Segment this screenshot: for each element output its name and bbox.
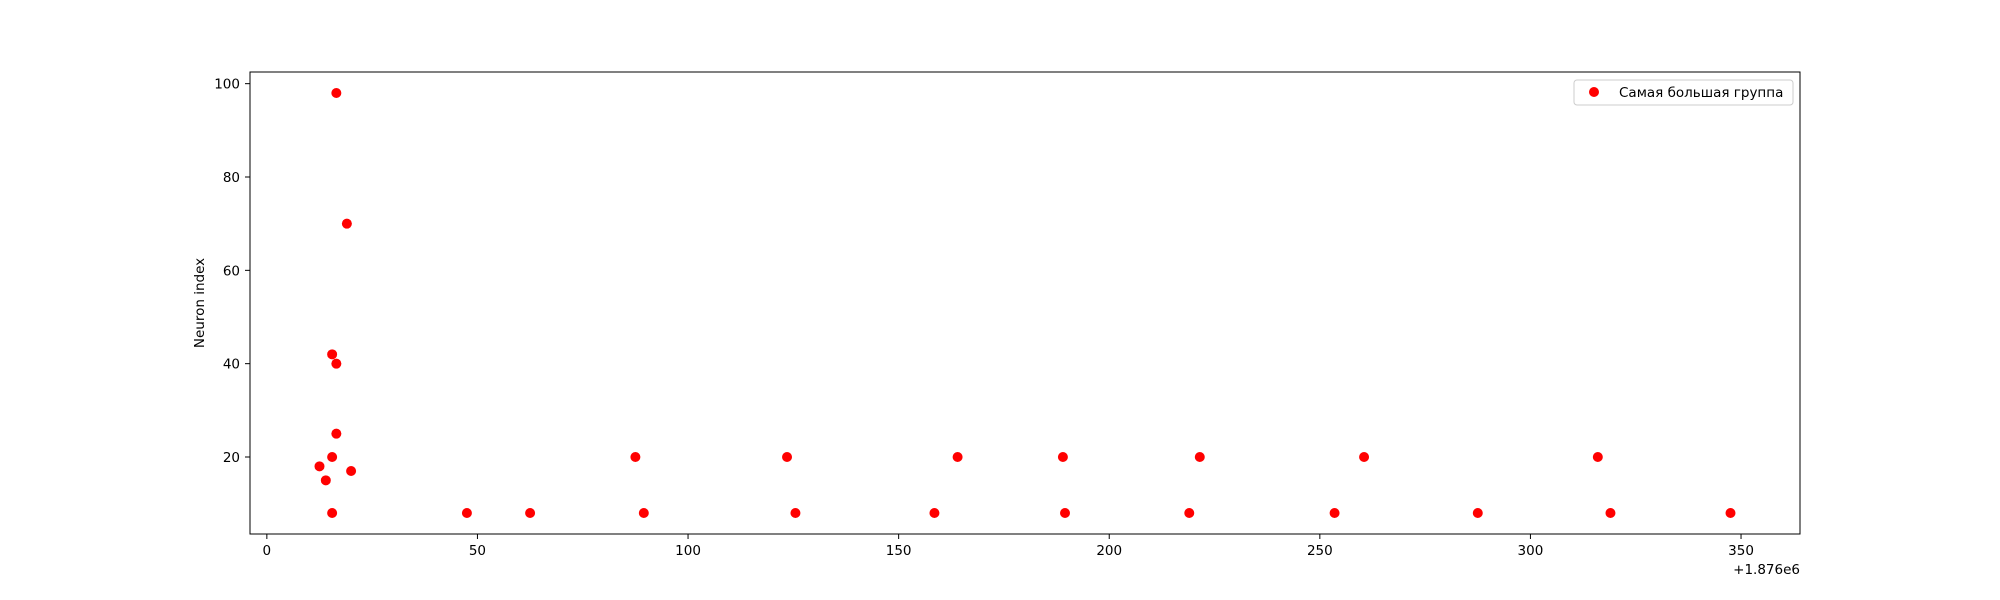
y-axis-ticks: 20 40 60 80 100 xyxy=(214,77,250,466)
y-tick-label: 100 xyxy=(214,77,240,93)
scatter-point xyxy=(327,349,338,360)
x-tick-label: 0 xyxy=(263,543,272,559)
y-tick-label: 60 xyxy=(223,263,240,279)
scatter-point xyxy=(327,452,338,462)
scatter-point xyxy=(1194,452,1205,462)
scatter-point xyxy=(1725,508,1736,518)
x-axis-offset-label: +1.876e6 xyxy=(1733,562,1800,578)
scatter-point xyxy=(1592,452,1603,462)
scatter-point xyxy=(525,508,536,518)
legend: Самая большая группа xyxy=(1573,79,1794,106)
scatter-point xyxy=(331,358,342,369)
scatter-point xyxy=(1472,508,1483,518)
scatter-point xyxy=(1060,508,1071,518)
scatter-point xyxy=(1184,508,1195,518)
x-tick-label: 100 xyxy=(675,543,701,559)
scatter-point xyxy=(461,508,472,518)
legend-frame xyxy=(1573,79,1794,106)
legend-entry-label: Самая большая группа xyxy=(1619,85,1783,101)
x-axis-ticks: 0 50 100 150 200 250 300 350 xyxy=(263,534,1754,559)
scatter-point xyxy=(327,508,338,518)
scatter-point xyxy=(331,88,342,98)
scatter-point xyxy=(341,218,352,229)
x-tick-label: 300 xyxy=(1518,543,1544,559)
y-tick-label: 40 xyxy=(223,357,240,373)
scatter-point xyxy=(630,452,641,462)
scatter-point xyxy=(1329,508,1340,518)
scatter-point xyxy=(952,452,963,462)
scatter-point xyxy=(790,508,801,518)
legend-marker xyxy=(1589,87,1599,97)
scatter-point xyxy=(346,466,357,476)
x-tick-label: 150 xyxy=(886,543,912,559)
scatter-point xyxy=(929,508,940,518)
x-tick-label: 50 xyxy=(469,543,486,559)
y-tick-label: 80 xyxy=(223,170,240,186)
scatter-point xyxy=(320,475,331,486)
scatter-point xyxy=(1359,452,1370,462)
y-tick-label: 20 xyxy=(223,450,240,466)
scatter-point xyxy=(331,428,342,439)
scatter-point xyxy=(638,508,649,518)
y-axis-label: Neuron index xyxy=(192,258,208,348)
scatter-point xyxy=(1605,508,1616,518)
scatter-point xyxy=(314,461,325,472)
scatter-point xyxy=(782,452,793,462)
x-tick-label: 200 xyxy=(1096,543,1122,559)
x-tick-label: 250 xyxy=(1307,543,1333,559)
scatter-point xyxy=(1057,452,1068,462)
plot-area-frame xyxy=(249,71,1801,535)
data-points xyxy=(314,88,1736,518)
x-tick-label: 350 xyxy=(1728,543,1754,559)
